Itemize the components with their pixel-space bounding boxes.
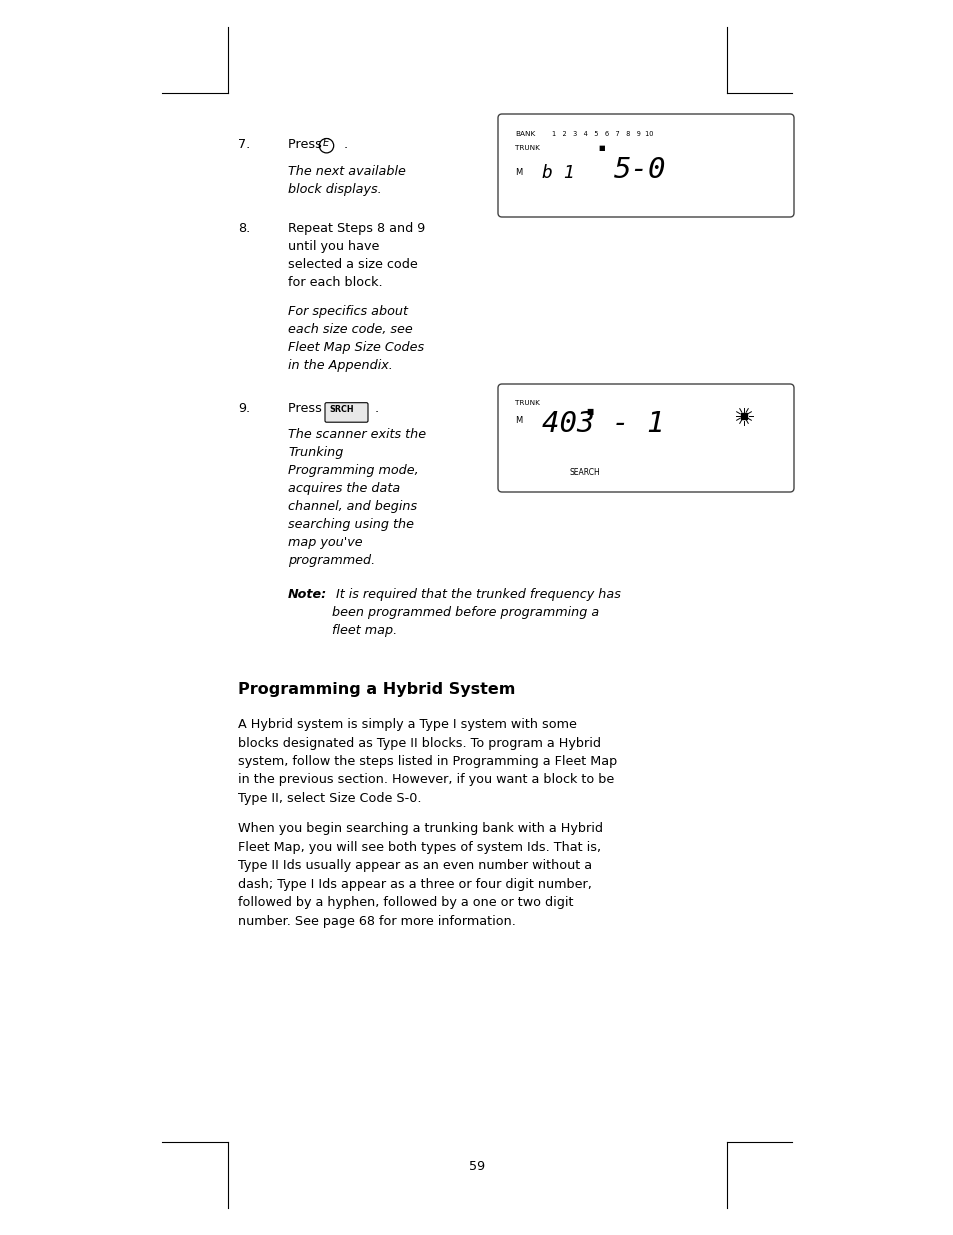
Text: BANK: BANK <box>515 131 535 137</box>
FancyBboxPatch shape <box>325 403 368 422</box>
Text: .: . <box>371 403 378 415</box>
Text: Note:: Note: <box>288 588 327 601</box>
Text: TRUNK: TRUNK <box>515 144 539 151</box>
Text: Press: Press <box>288 138 326 151</box>
Text: When you begin searching a trunking bank with a Hybrid
Fleet Map, you will see b: When you begin searching a trunking bank… <box>237 823 602 927</box>
Text: b 1: b 1 <box>541 164 574 182</box>
FancyBboxPatch shape <box>497 384 793 492</box>
Text: For specifics about
each size code, see
Fleet Map Size Codes
in the Appendix.: For specifics about each size code, see … <box>288 305 424 372</box>
Text: ■: ■ <box>585 408 593 416</box>
Text: M: M <box>515 168 521 177</box>
Text: E: E <box>323 138 329 148</box>
Text: It is required that the trunked frequency has
been programmed before programming: It is required that the trunked frequenc… <box>332 588 620 637</box>
Text: The next available
block displays.: The next available block displays. <box>288 165 405 196</box>
Text: 5-0: 5-0 <box>614 156 666 184</box>
Text: TRUNK: TRUNK <box>515 400 539 406</box>
Text: 7.: 7. <box>237 138 250 151</box>
Text: 9.: 9. <box>237 403 250 415</box>
Text: 59: 59 <box>469 1160 484 1173</box>
Text: M: M <box>515 416 521 425</box>
Text: SRCH: SRCH <box>329 405 354 414</box>
Text: The scanner exits the
Trunking
Programming mode,
acquires the data
channel, and : The scanner exits the Trunking Programmi… <box>288 429 426 567</box>
Text: 403 - 1: 403 - 1 <box>541 410 664 438</box>
Text: Repeat Steps 8 and 9
until you have
selected a size code
for each block.: Repeat Steps 8 and 9 until you have sele… <box>288 222 425 289</box>
Text: Press: Press <box>288 403 326 415</box>
Text: .: . <box>339 138 348 151</box>
Text: A Hybrid system is simply a Type I system with some
blocks designated as Type II: A Hybrid system is simply a Type I syste… <box>237 718 617 805</box>
Text: ■: ■ <box>598 144 604 151</box>
Text: 8.: 8. <box>237 222 250 235</box>
Text: Programming a Hybrid System: Programming a Hybrid System <box>237 682 515 697</box>
Text: 1   2   3   4   5   6   7   8   9  10: 1 2 3 4 5 6 7 8 9 10 <box>552 131 653 137</box>
Text: SEARCH: SEARCH <box>569 468 600 477</box>
FancyBboxPatch shape <box>497 114 793 217</box>
